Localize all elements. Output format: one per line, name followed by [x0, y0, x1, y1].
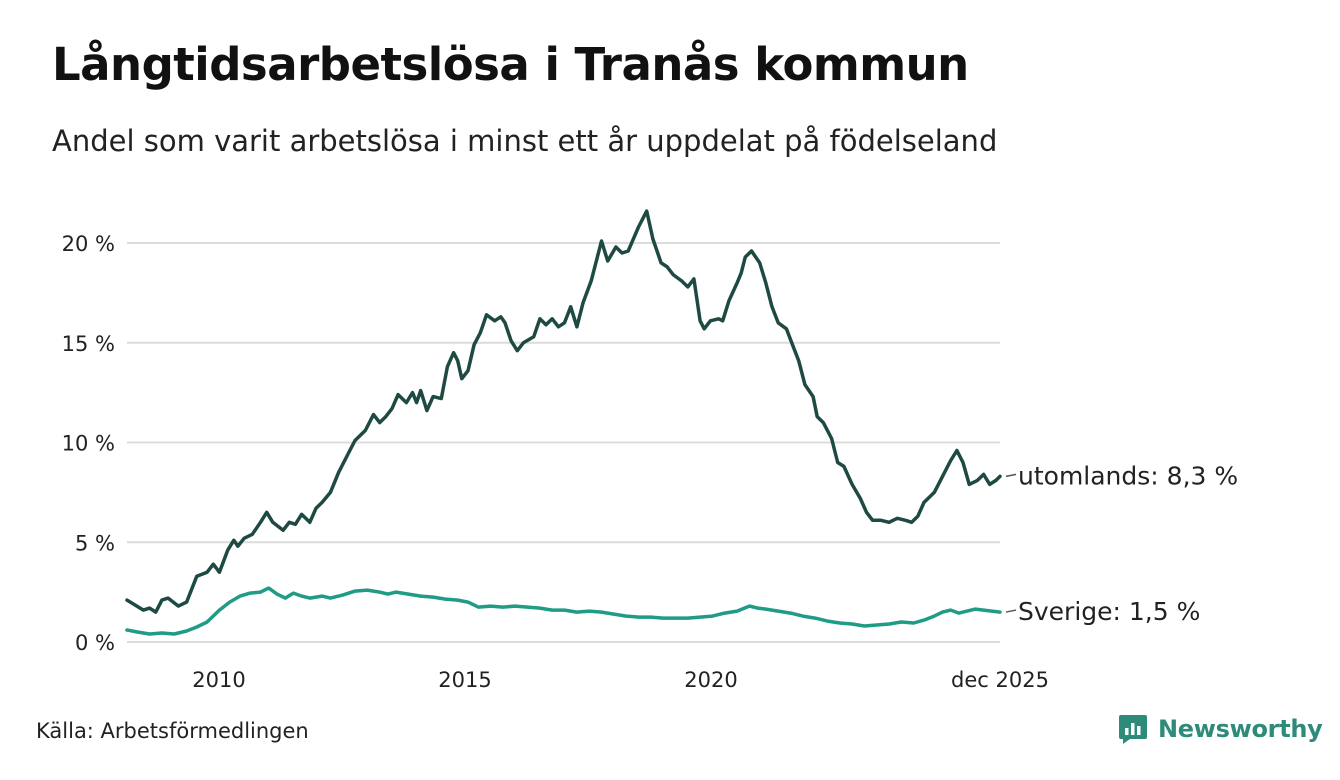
series-lines [125, 209, 1002, 636]
y-tick-label: 5 % [75, 531, 115, 555]
series-line-utomlands [125, 209, 1002, 614]
end-label-connector [1005, 473, 1017, 478]
series-line-sverige [125, 586, 1002, 636]
series-end-labels: utomlands: 8,3 % Sverige: 1,5 % [1005, 461, 1238, 626]
y-tick-label: 0 % [75, 631, 115, 655]
x-axis-ticks: 2010 2015 2020 dec 2025 [192, 668, 1049, 692]
x-tick-label: 2020 [684, 668, 737, 692]
chart-subtitle: Andel som varit arbetslösa i minst ett å… [52, 124, 998, 158]
x-tick-label-end: dec 2025 [951, 668, 1049, 692]
y-axis-ticks: 0 % 5 % 10 % 15 % 20 % [62, 232, 115, 655]
gridlines [127, 242, 1000, 643]
x-tick-label: 2015 [438, 668, 491, 692]
end-label-connector [1005, 609, 1017, 613]
y-tick-label: 10 % [62, 432, 115, 456]
brand-logo: Newsworthy [1118, 713, 1323, 745]
source-note: Källa: Arbetsförmedlingen [36, 719, 309, 743]
end-label-utomlands: utomlands: 8,3 % [1018, 461, 1238, 490]
brand-name: Newsworthy [1158, 715, 1323, 743]
newsworthy-logo-icon [1119, 715, 1147, 744]
y-tick-label: 15 % [62, 332, 115, 356]
chart-title: Långtidsarbetslösa i Tranås kommun [52, 38, 969, 91]
y-tick-label: 20 % [62, 232, 115, 256]
end-label-sverige: Sverige: 1,5 % [1018, 597, 1200, 626]
x-tick-label: 2010 [192, 668, 245, 692]
